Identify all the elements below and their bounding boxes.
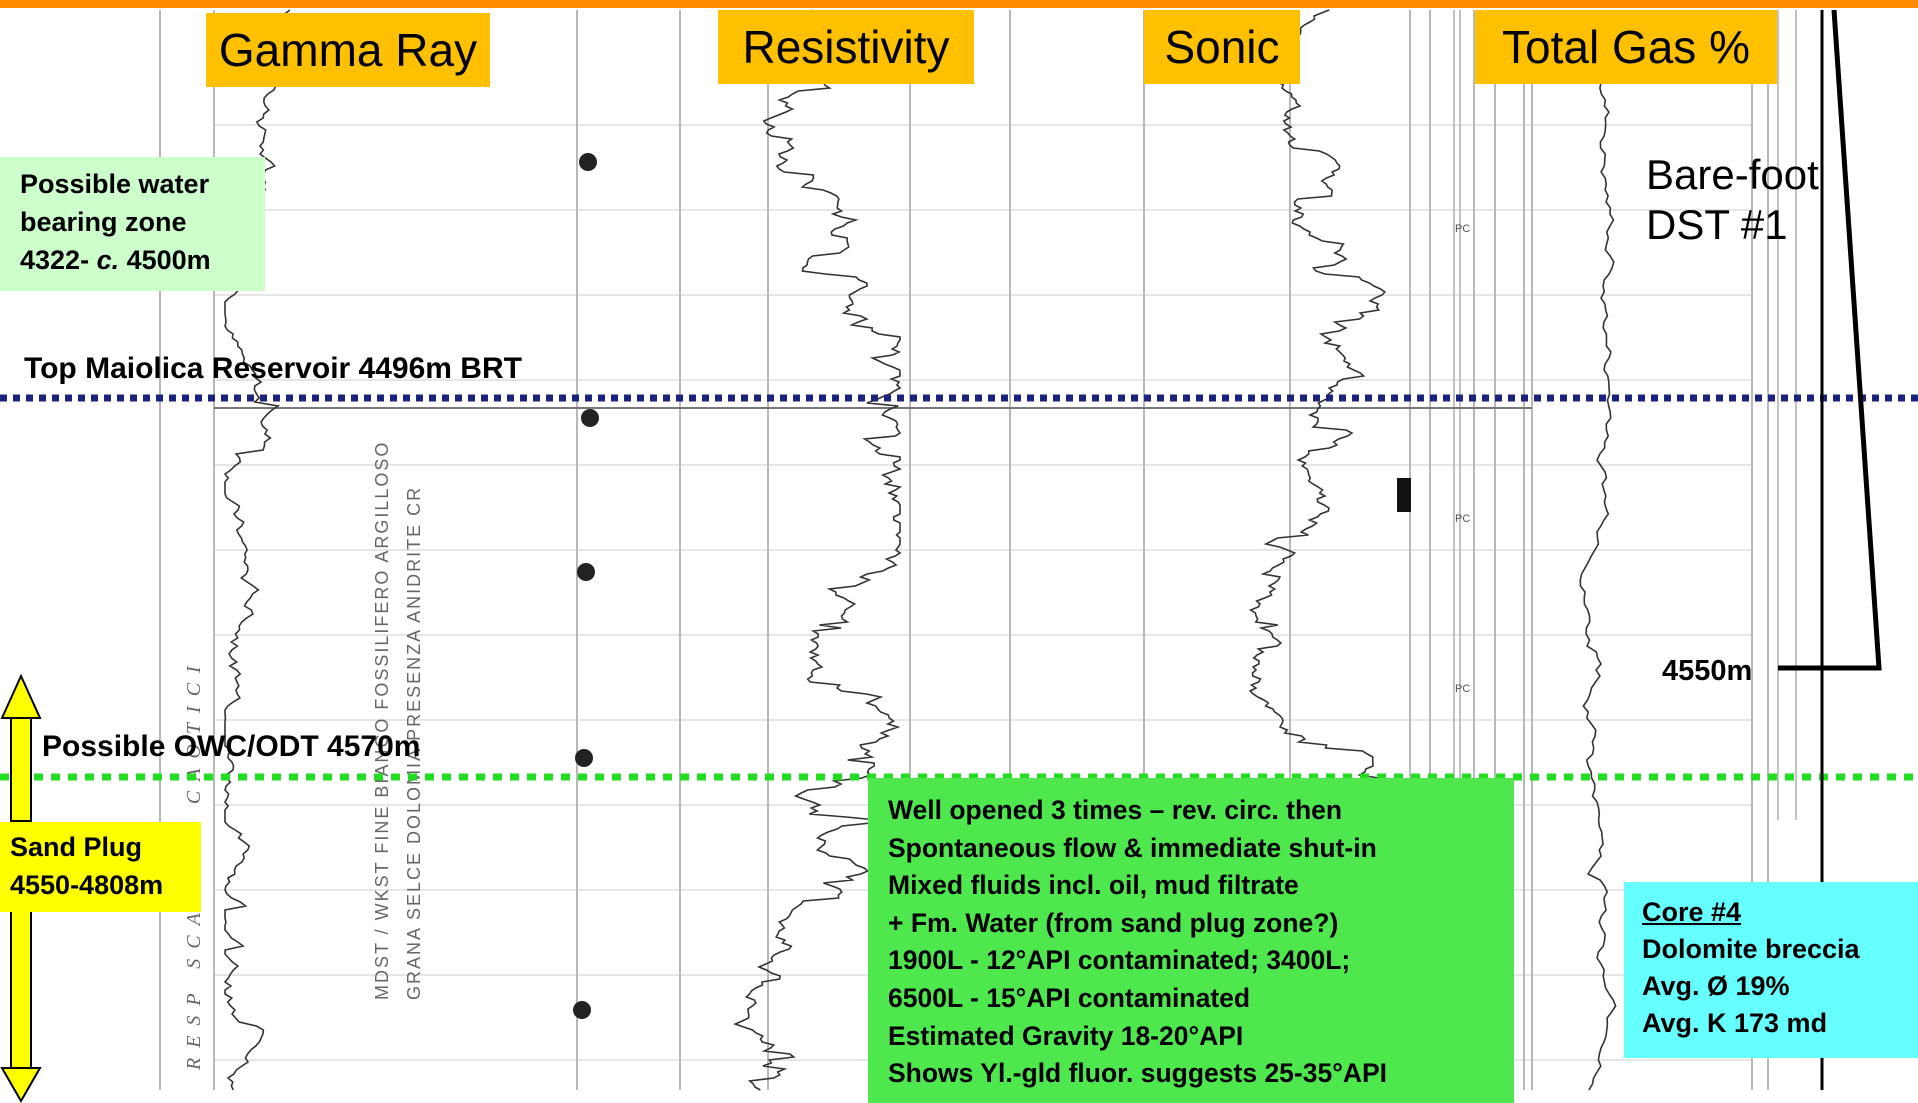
sand-plug-line-1: Sand Plug xyxy=(10,832,143,862)
log-marker-dot xyxy=(577,563,595,581)
water-zone-line-2: bearing zone xyxy=(20,207,187,237)
header-gamma-ray: Gamma Ray xyxy=(206,13,490,87)
dst-result-line: Spontaneous flow & immediate shut-in xyxy=(888,832,1377,863)
resistivity-curve xyxy=(733,9,903,1091)
side-mark-2: PC xyxy=(1455,513,1470,525)
owc-label: Possible OWC/ODT 4570m xyxy=(42,730,421,763)
dst-result-line: Mixed fluids incl. oil, mud filtrate xyxy=(888,870,1299,901)
header-resistivity: Resistivity xyxy=(718,10,974,84)
water-zone-box: Possible water bearing zone 4322- c. 450… xyxy=(0,157,265,291)
dst-results-box: Well opened 3 times – rev. circ. then Sp… xyxy=(868,778,1514,1103)
sand-plug-line-2: 4550-4808m xyxy=(10,870,164,900)
core-marker xyxy=(1397,478,1411,512)
header-sonic: Sonic xyxy=(1144,10,1300,84)
dst-line-2: DST #1 xyxy=(1646,201,1788,248)
side-mark-1: PC xyxy=(1455,223,1470,235)
dst-result-line: 1900L - 12°API contaminated; 3400L; xyxy=(888,945,1351,976)
sand-plug-arrow xyxy=(0,673,42,1103)
dst-depth-label: 4550m xyxy=(1662,655,1753,687)
log-marker-dot xyxy=(573,1001,591,1019)
gamma-ray-curve xyxy=(223,9,291,1091)
log-marker-dot xyxy=(579,153,597,171)
core-line: Avg. K 173 md xyxy=(1642,1008,1828,1038)
dst-result-line: Well opened 3 times – rev. circ. then xyxy=(888,795,1343,825)
dst-result-line: Estimated Gravity 18-20°API xyxy=(888,1020,1244,1051)
top-reservoir-label: Top Maiolica Reservoir 4496m BRT xyxy=(24,352,522,385)
dst-bracket xyxy=(1778,9,1882,671)
top-strip xyxy=(0,0,1918,8)
dst-label: Bare-foot DST #1 xyxy=(1646,150,1819,250)
side-mark-3: PC xyxy=(1455,683,1470,695)
sand-plug-box: Sand Plug 4550-4808m xyxy=(0,822,201,912)
dst-result-line: 6500L - 15°API contaminated xyxy=(888,982,1251,1013)
core-line: Dolomite breccia xyxy=(1642,934,1860,964)
header-total-gas: Total Gas % xyxy=(1475,10,1777,84)
water-zone-depth: 4322- c. 4500m xyxy=(20,245,211,275)
dst-result-line: + Fm. Water (from sand plug zone?) xyxy=(888,907,1339,938)
core-line: Avg. Ø 19% xyxy=(1642,971,1790,1001)
log-dots xyxy=(573,153,599,1019)
log-column-text-b: GRANA SELCE DOLOMIA PRESENZA ANIDRITE CR xyxy=(404,486,424,1000)
total-gas-curve xyxy=(1579,9,1632,1091)
core-box: Core #4 Dolomite breccia Avg. Ø 19% Avg.… xyxy=(1624,882,1918,1058)
core-title: Core #4 xyxy=(1642,897,1742,927)
water-zone-line-1: Possible water xyxy=(20,169,210,199)
log-column-text-a: MDST / WKST FINE BIANCO FOSSILIFERO ARGI… xyxy=(372,441,392,1000)
dst-line-1: Bare-foot xyxy=(1646,151,1819,198)
log-marker-dot xyxy=(581,409,599,427)
dst-result-line: Shows Yl.-gld fluor. suggests 25-35°API xyxy=(888,1058,1387,1089)
log-marker-dot xyxy=(575,749,593,767)
